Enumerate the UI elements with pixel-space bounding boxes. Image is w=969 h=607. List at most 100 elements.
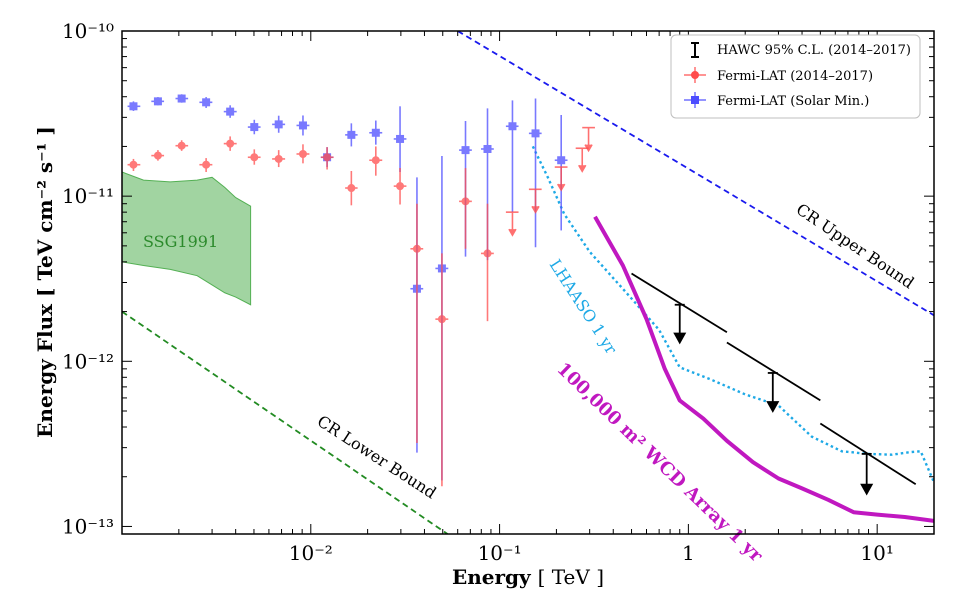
square-marker: [557, 156, 566, 165]
circle-marker: [250, 153, 259, 162]
square-marker: [461, 146, 470, 155]
limit-arrowhead: [557, 183, 566, 192]
fermi-lat-solar-min-point: [505, 100, 519, 213]
x-axis-unit: [ TeV ]: [538, 565, 604, 589]
cr-lower-bound-line: [122, 310, 449, 534]
square-marker: [347, 130, 356, 139]
circle-marker: [226, 139, 235, 148]
circle-marker: [298, 149, 307, 158]
fermi-lat-2014-2017-point: [410, 203, 424, 444]
y-axis-label: Energy Flux: [33, 303, 57, 438]
x-tick-label: 1: [682, 541, 695, 565]
x-axis-title: Energy [ TeV ]: [452, 565, 604, 589]
limit-arrowhead: [578, 164, 587, 173]
tick-labels: 10⁻² 10⁻¹ 1 10¹ 10⁻¹³ 10⁻¹² 10⁻¹¹ 10⁻¹⁰: [62, 19, 894, 565]
circle-marker: [437, 315, 446, 324]
ssg1991-band: [122, 171, 252, 306]
square-marker: [202, 98, 211, 107]
square-marker: [508, 122, 517, 131]
legend-hawc-marker: [691, 42, 699, 58]
hawc-upper-limit: [726, 341, 821, 413]
y-axis-unit: [ TeV cm⁻² s⁻¹ ]: [33, 126, 57, 297]
square-marker: [298, 121, 307, 130]
ssg1991-label: SSG1991: [143, 232, 218, 251]
fermi-lat-solar-min-point: [369, 120, 383, 145]
fermi-lat-2014-2017-point: [296, 144, 310, 164]
circle-marker: [274, 154, 283, 163]
fermi-lat-2014-2017-point: [127, 158, 141, 171]
fermi-upper-limit: [582, 126, 595, 153]
cr-upper-bound-line: [457, 31, 934, 317]
square-marker: [531, 129, 540, 138]
y-tick-label: 10⁻¹¹: [62, 184, 114, 208]
fermi-lat-solar-min-point: [247, 119, 261, 135]
hawc-arrowhead: [766, 401, 780, 413]
circle-marker: [153, 151, 162, 160]
fermi-upper-limit: [554, 166, 568, 192]
square-marker: [274, 120, 283, 129]
square-marker: [483, 144, 492, 153]
fermi-lat-solar-min-point: [296, 115, 310, 136]
square-marker: [371, 128, 380, 137]
legend-fermi-solar-marker: [684, 92, 706, 108]
circle-marker: [371, 156, 380, 165]
limit-arrowhead: [531, 205, 540, 214]
fermi-lat-solar-min-point: [175, 94, 189, 103]
fermi-lat-solar-min-point: [528, 98, 542, 248]
circle-marker: [412, 244, 421, 253]
square-marker: [226, 107, 235, 116]
lhaaso-label: LHAASO 1 yr: [546, 256, 621, 358]
hawc-arrowhead: [860, 483, 874, 496]
circle-marker: [461, 197, 470, 206]
fermi-lat-2014-2017-point: [151, 150, 165, 161]
legend-box: [670, 34, 921, 119]
fermi-lat-solar-min-point: [393, 106, 407, 173]
circle-marker: [177, 141, 186, 150]
fermi-lat-solar-min-point: [151, 97, 165, 106]
fermi-lat-solar-min-point: [199, 97, 213, 108]
fermi-lat-2014-2017-point: [272, 150, 286, 168]
square-marker: [129, 102, 138, 111]
square-marker: [177, 94, 186, 103]
circle-marker: [129, 160, 138, 169]
square-marker: [250, 123, 259, 132]
square-marker: [396, 134, 405, 143]
fermi-lat-2014-2017-point: [435, 253, 449, 487]
circle-marker: [396, 182, 405, 191]
hawc-upper-limit: [631, 272, 728, 345]
hawc-limit-segment: [726, 341, 821, 402]
model-lines-layer: [122, 31, 934, 534]
fermi-lat-solar-min-point: [345, 123, 358, 147]
fermi-lat-2014-2017-point: [393, 168, 407, 205]
circle-marker: [347, 184, 356, 193]
limit-arrowhead: [508, 228, 517, 237]
fermi-lat-2014-2017-point: [459, 168, 472, 249]
fermi-upper-limit: [575, 147, 589, 173]
curve-labels-layer: SSG1991 CR Upper Bound CR Lower Bound LH…: [143, 200, 918, 567]
x-axis-label: Energy: [452, 565, 532, 589]
fermi-upper-limit: [528, 188, 542, 214]
cr-upper-bound-label: CR Upper Bound: [793, 200, 918, 293]
legend-fermi-label: Fermi-LAT (2014–2017): [717, 69, 873, 84]
hawc-limit-segment: [631, 272, 728, 333]
fermi-lat-2014-2017-point: [480, 203, 494, 322]
ssg1991-region-layer: [122, 171, 252, 306]
lhaaso-1-yr-line: [531, 145, 934, 483]
fermi-lat-solar-min-point: [127, 101, 141, 111]
cr-lower-bound-label: CR Lower Bound: [314, 411, 440, 502]
hawc-arrowhead: [673, 332, 687, 345]
y-axis-title: Energy Flux [ TeV cm⁻² s⁻¹ ]: [33, 126, 57, 438]
x-tick-label: 10⁻¹: [478, 541, 522, 565]
x-tick-label: 10¹: [860, 541, 893, 565]
fermi-lat-2014-2017-point: [223, 136, 237, 151]
fermi-lat-2014-2017-point: [199, 158, 213, 173]
data-points-layer: [127, 94, 595, 487]
legend: HAWC 95% C.L. (2014–2017) Fermi-LAT (201…: [670, 34, 921, 119]
fermi-lat-2014-2017-point: [369, 146, 383, 176]
fermi-lat-2014-2017-point: [247, 149, 261, 165]
fermi-lat-2014-2017-point: [345, 170, 358, 206]
fermi-upper-limit: [505, 211, 519, 237]
limit-arrowhead: [584, 144, 593, 153]
hawc-upper-limit: [819, 422, 917, 496]
